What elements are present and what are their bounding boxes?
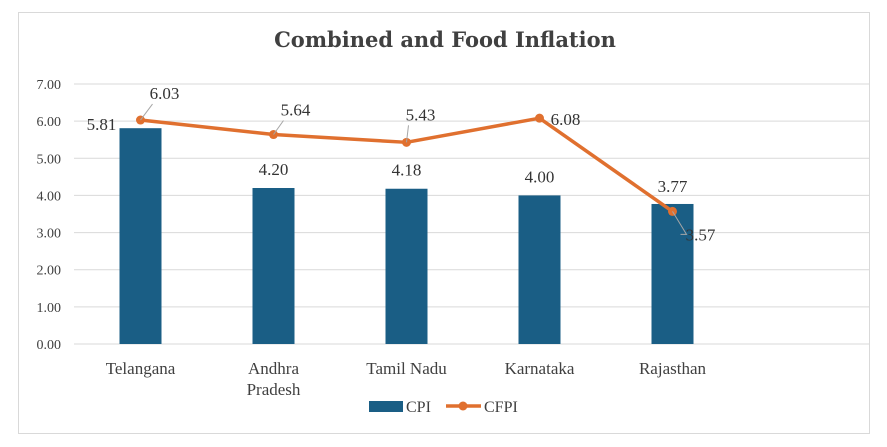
- leader-line: [406, 125, 409, 143]
- legend-cpi-label: CPI: [406, 399, 431, 416]
- legend-cfpi-marker: [458, 401, 468, 411]
- legend-cfpi-label: CFPI: [484, 399, 518, 416]
- cfpi-data-label: 6.08: [551, 110, 581, 129]
- x-tick-label: Karnataka: [505, 359, 575, 378]
- leader-line: [672, 211, 688, 235]
- cfpi-data-label: 5.43: [406, 105, 436, 124]
- cpi-bar: [385, 188, 428, 344]
- cfpi-data-label: 6.03: [150, 84, 180, 103]
- leader-line: [273, 120, 284, 135]
- cpi-bar: [518, 195, 561, 344]
- x-tick-label: Pradesh: [247, 380, 301, 399]
- cfpi-data-label: 5.64: [281, 101, 311, 120]
- cfpi-point: [535, 113, 544, 123]
- y-tick-label: 5.00: [37, 152, 62, 167]
- cpi-data-label: 3.77: [658, 177, 688, 196]
- cpi-data-label: 4.18: [392, 161, 422, 180]
- cpi-data-label: 5.81: [87, 115, 117, 134]
- legend-cpi-swatch: [369, 401, 403, 412]
- leader-line: [140, 103, 153, 121]
- y-tick-label: 7.00: [37, 78, 62, 93]
- y-tick-label: 3.00: [37, 227, 62, 242]
- x-tick-label: Rajasthan: [639, 359, 707, 378]
- chart-title: Combined and Food Inflation: [274, 27, 616, 52]
- x-tick-label: Andhra: [248, 359, 299, 378]
- cpi-bar: [119, 128, 162, 344]
- y-tick-label: 4.00: [37, 189, 62, 204]
- x-tick-label: Tamil Nadu: [366, 359, 447, 378]
- cfpi-data-label: 3.57: [686, 225, 716, 244]
- cpi-bar: [651, 203, 694, 344]
- y-tick-label: 2.00: [37, 264, 62, 279]
- cpi-data-label: 4.00: [525, 167, 555, 186]
- y-tick-label: 1.00: [37, 301, 62, 316]
- y-tick-label: 0.00: [37, 338, 62, 353]
- x-tick-label: Telangana: [106, 359, 176, 378]
- cpi-data-label: 4.20: [259, 160, 289, 179]
- y-tick-label: 6.00: [37, 115, 62, 130]
- legend: CPI CFPI: [369, 399, 518, 416]
- cpi-bar: [252, 188, 295, 344]
